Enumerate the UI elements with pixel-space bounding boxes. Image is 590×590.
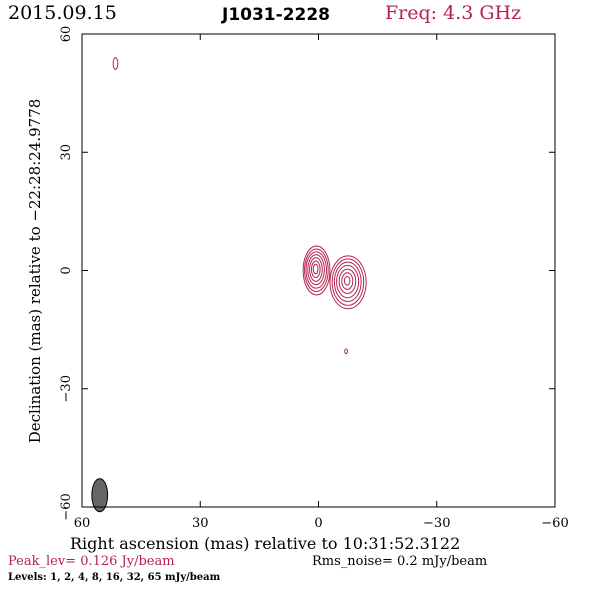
y-axis-label: Declination (mas) relative to −22:28:24.…	[26, 98, 44, 444]
contour-west	[341, 272, 354, 290]
rms-noise: Rms_noise= 0.2 mJy/beam	[312, 554, 488, 569]
contour-east	[310, 260, 321, 279]
y-tick-label: −60	[59, 493, 74, 520]
frequency-label: Freq: 4.3 GHz	[385, 2, 522, 24]
contour-west	[336, 264, 360, 299]
beam-layer	[91, 478, 109, 513]
contour-east	[307, 254, 325, 286]
contour-west	[338, 268, 357, 295]
contour-isolated	[112, 57, 119, 70]
peak-level: Peak_lev= 0.126 Jy/beam	[8, 554, 175, 569]
contour-east	[305, 251, 327, 289]
x-tick-label: 0	[314, 516, 322, 531]
y-tick-label: −30	[59, 375, 74, 402]
beam-ellipse	[91, 478, 109, 513]
y-tick-label: 0	[59, 266, 74, 274]
contour-east	[302, 245, 331, 296]
contour-east	[312, 263, 319, 275]
contour-layer	[112, 57, 367, 355]
contour-west	[329, 255, 367, 310]
contour-west	[331, 258, 365, 306]
contour-east	[309, 257, 323, 282]
contour-isolated	[344, 348, 348, 355]
contour-west	[343, 275, 351, 286]
contour-levels: Levels: 1, 2, 4, 8, 16, 32, 65 mJy/beam	[8, 572, 221, 583]
y-tick-label: 30	[59, 144, 74, 161]
source-name: J1031-2228	[222, 5, 331, 25]
x-tick-label: 60	[74, 516, 91, 531]
x-tick-label: −30	[423, 516, 450, 531]
x-axis-label: Right ascension (mas) relative to 10:31:…	[70, 534, 461, 553]
x-tick-label: 30	[192, 516, 209, 531]
x-tick-label: −60	[541, 516, 568, 531]
contour-east	[304, 248, 329, 293]
observation-date: 2015.09.15	[8, 2, 117, 24]
plot-frame	[81, 33, 556, 508]
axis-ticks	[81, 33, 556, 508]
axis-tick-labels: 60 30 0 −30 −60 −60 −30 0 30 60	[59, 26, 569, 531]
y-tick-label: 60	[59, 26, 74, 43]
contour-west	[333, 261, 362, 303]
